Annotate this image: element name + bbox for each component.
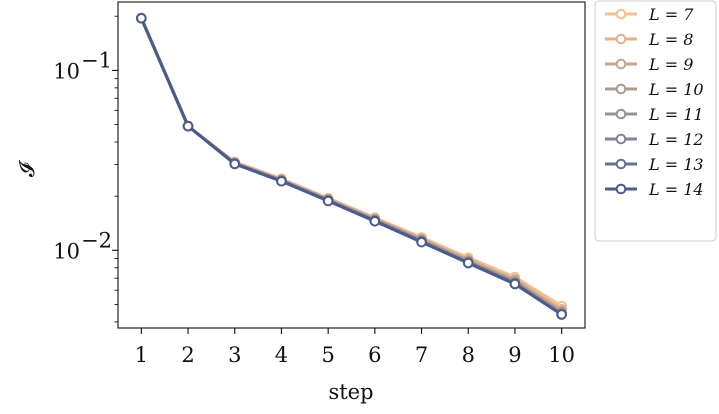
x-tick-label: 2	[181, 343, 194, 367]
legend-marker	[615, 108, 627, 120]
legend-entry: L = 11	[605, 105, 704, 124]
data-point	[136, 12, 147, 24]
legend-entry: L = 10	[605, 80, 704, 99]
legend-marker	[615, 8, 627, 20]
data-point	[509, 278, 521, 290]
x-tick-label: 5	[321, 343, 334, 367]
plot-frame	[117, 1, 586, 329]
legend-entry: L = 13	[605, 155, 704, 174]
legend-entry: L = 12	[605, 130, 704, 149]
legend-label: L = 12	[648, 130, 704, 149]
x-tick-label: 9	[508, 343, 521, 367]
data-point	[416, 236, 427, 248]
x-tick-label: 7	[415, 343, 428, 367]
legend-marker	[615, 33, 627, 45]
legend-label: L = 13	[648, 155, 704, 174]
legend-entry: L = 8	[605, 30, 693, 49]
y-minor-ticks	[114, 15, 118, 323]
data-point	[556, 309, 567, 320]
x-tick-label: 1	[135, 343, 148, 367]
x-tick-label: 6	[368, 343, 381, 367]
legend-entry: L = 7	[605, 5, 694, 24]
legend-label: L = 14	[648, 180, 704, 199]
x-axis-ticks: 1 2 3 4 5 6 7 8 9 10	[135, 328, 575, 367]
data-point	[182, 120, 194, 132]
y-tick-exponent: −1	[81, 48, 112, 72]
series-2	[136, 12, 567, 315]
legend-label: L = 7	[648, 5, 694, 24]
y-axis-label: 𝓘	[15, 160, 39, 177]
y-axis-ticks: 10−110−2	[53, 48, 118, 263]
x-tick-label: 10	[548, 343, 575, 367]
data-point	[462, 257, 474, 269]
legend-marker	[615, 183, 627, 195]
data-point	[229, 158, 241, 170]
legend-marker	[615, 158, 627, 170]
legend-marker	[615, 58, 627, 70]
data-point	[369, 215, 381, 227]
series-line	[139, 17, 563, 316]
series-line	[139, 17, 563, 308]
legend-entry: L = 14	[605, 180, 704, 199]
x-tick-label: 3	[228, 343, 241, 367]
data-point	[322, 195, 334, 207]
y-tick-exponent: −2	[81, 228, 112, 252]
series-1	[136, 12, 567, 312]
legend-entries: L = 7 L = 8 L = 9 L = 10 L = 11 L = 12 L = 13 L…	[605, 5, 704, 199]
legend-label: L = 8	[648, 30, 693, 49]
x-tick-label: 8	[462, 343, 475, 367]
legend: L = 7 L = 8 L = 9 L = 10 L = 11 L = 12 L = 13 L…	[594, 0, 717, 242]
legend-marker	[615, 133, 627, 145]
series-8	[136, 12, 567, 320]
y-tick-label: 10	[53, 239, 80, 263]
series-line	[139, 17, 563, 313]
legend-entry: L = 9	[605, 55, 693, 74]
x-tick-label: 4	[275, 343, 288, 367]
x-axis-label: step	[328, 380, 373, 404]
legend-label: L = 9	[648, 55, 693, 74]
series-line	[139, 17, 563, 314]
series-line	[139, 17, 563, 311]
data-point	[276, 175, 287, 187]
y-tick-label: 10	[53, 59, 80, 83]
legend-label: L = 10	[648, 80, 704, 99]
series-line	[139, 17, 563, 314]
legend-label: L = 11	[648, 105, 704, 124]
series-layer	[136, 12, 567, 320]
legend-marker	[615, 83, 627, 95]
